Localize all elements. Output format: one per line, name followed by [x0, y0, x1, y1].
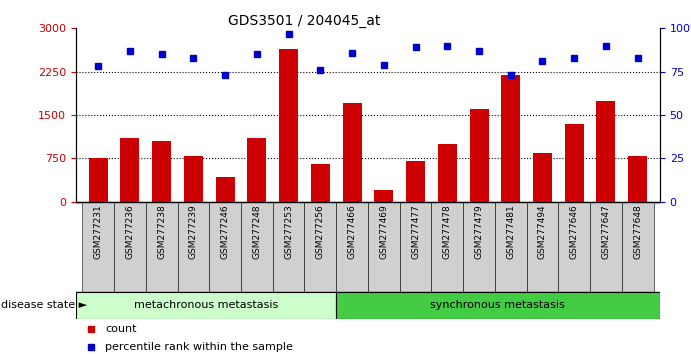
Bar — [431, 202, 463, 292]
Bar — [216, 177, 235, 202]
Bar — [241, 202, 273, 292]
Text: GSM277646: GSM277646 — [569, 205, 579, 259]
Bar — [527, 202, 558, 292]
Bar — [178, 202, 209, 292]
Bar — [469, 109, 489, 202]
Text: synchronous metastasis: synchronous metastasis — [430, 300, 565, 310]
Text: GSM277246: GSM277246 — [220, 205, 229, 259]
Bar — [114, 202, 146, 292]
Bar — [438, 144, 457, 202]
Bar — [337, 202, 368, 292]
Text: GDS3501 / 204045_at: GDS3501 / 204045_at — [228, 14, 380, 28]
Text: GSM277648: GSM277648 — [633, 205, 642, 259]
Text: GSM277469: GSM277469 — [379, 205, 388, 259]
Bar — [336, 292, 660, 319]
Bar — [406, 161, 425, 202]
Text: percentile rank within the sample: percentile rank within the sample — [105, 342, 293, 352]
Bar — [88, 159, 108, 202]
Text: GSM277253: GSM277253 — [284, 205, 293, 259]
Bar — [558, 202, 590, 292]
Bar — [152, 141, 171, 202]
Text: GSM277248: GSM277248 — [252, 205, 261, 259]
Bar — [533, 153, 552, 202]
Bar — [628, 155, 647, 202]
Text: GSM277477: GSM277477 — [411, 205, 420, 259]
Text: GSM277231: GSM277231 — [94, 205, 103, 259]
Text: GSM277494: GSM277494 — [538, 205, 547, 259]
Text: GSM277481: GSM277481 — [507, 205, 515, 259]
Bar — [399, 202, 431, 292]
Bar — [305, 202, 337, 292]
Text: GSM277236: GSM277236 — [126, 205, 135, 259]
Bar — [501, 75, 520, 202]
Text: GSM277238: GSM277238 — [157, 205, 167, 259]
Bar — [368, 202, 399, 292]
Bar — [311, 164, 330, 202]
Bar — [247, 138, 267, 202]
Bar — [184, 155, 203, 202]
Text: GSM277478: GSM277478 — [443, 205, 452, 259]
Bar — [146, 202, 178, 292]
Text: count: count — [105, 324, 137, 334]
Bar — [463, 202, 495, 292]
Bar — [343, 103, 361, 202]
Bar — [120, 138, 140, 202]
Bar — [622, 202, 654, 292]
Text: GSM277479: GSM277479 — [475, 205, 484, 259]
Text: GSM277239: GSM277239 — [189, 205, 198, 259]
Bar — [375, 190, 393, 202]
Bar — [273, 202, 305, 292]
Text: metachronous metastasis: metachronous metastasis — [133, 300, 278, 310]
Text: GSM277647: GSM277647 — [601, 205, 610, 259]
Bar — [495, 202, 527, 292]
Bar — [209, 202, 241, 292]
Text: GSM277256: GSM277256 — [316, 205, 325, 259]
Text: GSM277466: GSM277466 — [348, 205, 357, 259]
Bar — [279, 48, 298, 202]
Bar — [596, 101, 616, 202]
Bar — [82, 202, 114, 292]
Bar — [590, 202, 622, 292]
Bar — [76, 292, 336, 319]
Text: disease state ►: disease state ► — [1, 300, 88, 310]
Bar — [565, 124, 584, 202]
